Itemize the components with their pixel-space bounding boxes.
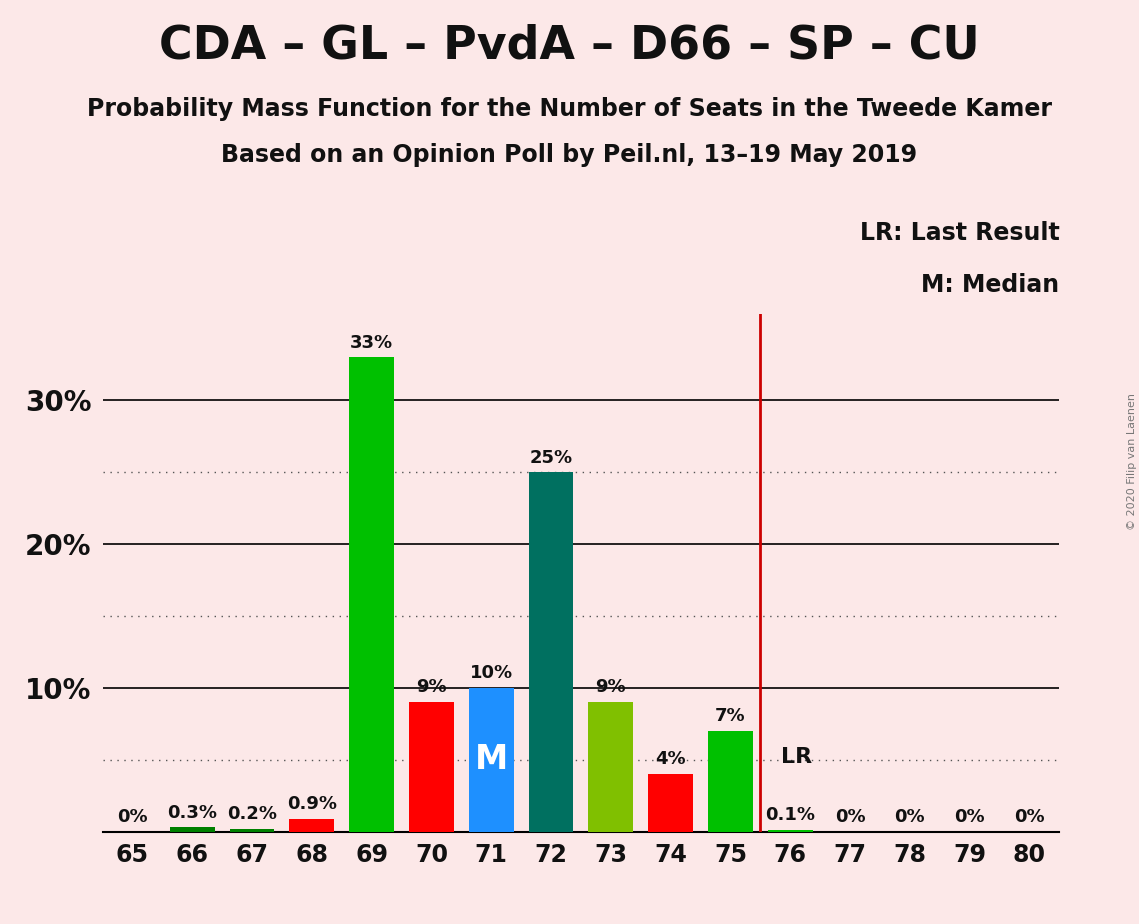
- Text: 9%: 9%: [596, 678, 626, 697]
- Bar: [589, 702, 633, 832]
- Text: 0%: 0%: [894, 808, 925, 826]
- Text: © 2020 Filip van Laenen: © 2020 Filip van Laenen: [1126, 394, 1137, 530]
- Bar: [469, 687, 514, 832]
- Bar: [230, 829, 274, 832]
- Text: 0.1%: 0.1%: [765, 807, 816, 824]
- Bar: [528, 472, 573, 832]
- Text: 0%: 0%: [1014, 808, 1044, 826]
- Text: 33%: 33%: [350, 334, 393, 351]
- Bar: [409, 702, 453, 832]
- Text: 0.2%: 0.2%: [227, 805, 277, 823]
- Bar: [648, 774, 693, 832]
- Text: 0%: 0%: [835, 808, 866, 826]
- Text: 7%: 7%: [715, 707, 746, 725]
- Bar: [768, 830, 812, 832]
- Bar: [289, 819, 334, 832]
- Text: 0.3%: 0.3%: [167, 804, 218, 821]
- Text: 4%: 4%: [655, 750, 686, 769]
- Text: Probability Mass Function for the Number of Seats in the Tweede Kamer: Probability Mass Function for the Number…: [87, 97, 1052, 121]
- Text: M: M: [475, 743, 508, 776]
- Text: 25%: 25%: [530, 448, 573, 467]
- Text: 0%: 0%: [954, 808, 985, 826]
- Text: M: Median: M: Median: [921, 273, 1059, 297]
- Text: LR: LR: [781, 747, 812, 767]
- Bar: [708, 731, 753, 832]
- Bar: [350, 358, 394, 832]
- Bar: [170, 827, 214, 832]
- Text: 0%: 0%: [117, 808, 148, 826]
- Text: 9%: 9%: [416, 678, 446, 697]
- Text: 10%: 10%: [469, 664, 513, 682]
- Text: Based on an Opinion Poll by Peil.nl, 13–19 May 2019: Based on an Opinion Poll by Peil.nl, 13–…: [221, 143, 918, 167]
- Text: LR: Last Result: LR: Last Result: [860, 221, 1059, 245]
- Text: 0.9%: 0.9%: [287, 795, 337, 813]
- Text: CDA – GL – PvdA – D66 – SP – CU: CDA – GL – PvdA – D66 – SP – CU: [159, 23, 980, 68]
